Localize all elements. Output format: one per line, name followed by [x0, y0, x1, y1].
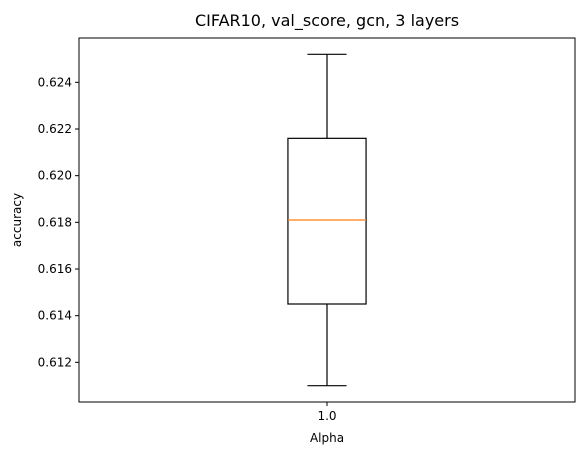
- y-tick-label: 0.616: [38, 262, 72, 276]
- y-tick-label: 0.620: [38, 169, 72, 183]
- y-axis-label: accuracy: [10, 193, 24, 247]
- y-tick-label: 0.618: [38, 215, 72, 229]
- chart-title: CIFAR10, val_score, gcn, 3 layers: [195, 11, 459, 31]
- ticks-layer: 0.612 0.614 0.616 0.618 0.620 0.622 0.624 1.0: [38, 75, 337, 423]
- y-tick-label: 0.614: [38, 309, 72, 323]
- x-axis-label: Alpha: [310, 431, 344, 445]
- x-tick-label: 1.0: [317, 409, 336, 423]
- y-tick-label: 0.622: [38, 122, 72, 136]
- iqr-box: [287, 137, 367, 305]
- y-tick-label: 0.612: [38, 355, 72, 369]
- y-tick-label: 0.624: [38, 75, 72, 89]
- boxplot-marks: [287, 53, 367, 387]
